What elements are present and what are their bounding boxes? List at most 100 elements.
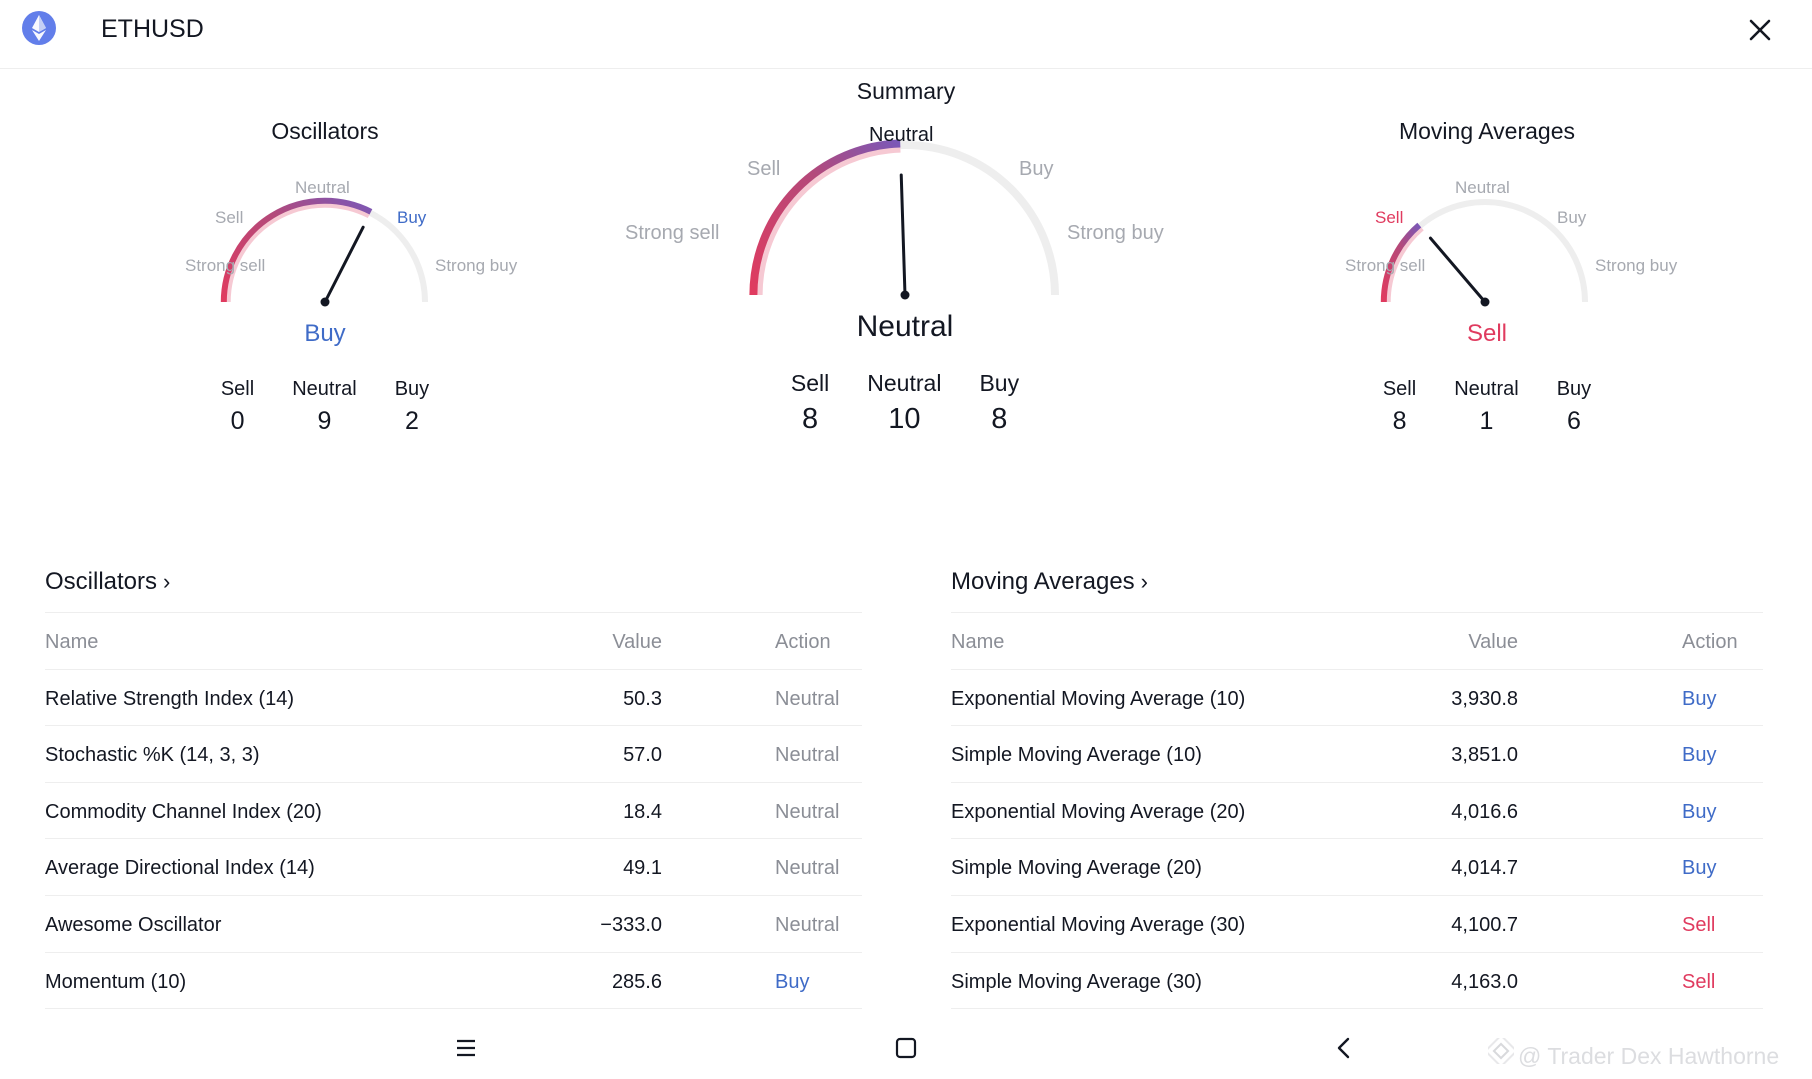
indicator-action: Buy [775,970,810,993]
symbol-title: ETHUSD [101,15,204,43]
indicator-name: Exponential Moving Average (20) [951,800,1246,823]
moving-averages-section-title: Moving Averages [951,568,1135,595]
menu-button[interactable] [448,1030,484,1066]
chevron-right-icon: › [1140,569,1148,594]
chevron-right-icon: › [163,569,171,594]
gauge-count-sell: Sell 8 [1383,378,1416,436]
gauge-count-sell: Sell 0 [221,378,254,436]
gauge-label-strong-buy: Strong buy [1595,256,1678,275]
count-label: Buy [1556,378,1592,400]
gauge-fill-arc [749,139,901,296]
indicator-value: 49.1 [623,857,662,880]
indicator-action: Buy [1682,800,1717,823]
oscillators-gauge-arc [220,197,428,307]
table-row[interactable]: Momentum (10) 285.6 Buy [45,953,862,1010]
gauge-title: Oscillators [271,118,379,144]
gauge-fill-inner [1385,226,1424,303]
column-header: Value [1468,631,1518,653]
gauge-label-strong-sell: Strong sell [1345,256,1426,275]
column-header: Name [951,631,1005,653]
moving-averages-gauge-arc [1380,199,1588,307]
gauge-count-buy: Buy 6 [1557,378,1591,436]
gauge-label-strong-sell: Strong sell [625,222,720,244]
gauge-needle-pivot [320,297,330,307]
indicator-name: Commodity Channel Index (20) [45,800,322,823]
indicator-value: 4,163.0 [1451,970,1518,993]
count-label: Sell [220,378,255,400]
table-row[interactable]: Awesome Oscillator −333.0 Neutral [45,896,862,953]
indicator-value: 4,016.6 [1451,800,1518,823]
count-value: 6 [1566,407,1581,435]
count-label: Sell [1382,378,1417,400]
gauge-counts: Sell 0 Neutral 9 Buy 2 [90,378,560,436]
count-value: 8 [991,403,1008,435]
home-button[interactable] [888,1030,924,1066]
gauge-fill-arc [1380,222,1422,303]
table-row[interactable]: Exponential Moving Average (20) 4,016.6 Bu… [951,783,1763,840]
summary-heading: Summary [856,78,956,104]
gauge-fill-arc [220,197,373,303]
indicator-value: 50.3 [623,687,662,710]
count-label: Neutral [292,378,357,400]
table-row[interactable]: Average Directional Index (14) 49.1 Neutra… [45,839,862,896]
count-label: Buy [394,378,430,400]
gauge-count-neutral: Neutral 1 [1454,378,1518,436]
count-value: 1 [1479,407,1494,435]
gauge-result: Buy [304,320,346,347]
gauge-result: Neutral [856,310,954,343]
indicator-action: Buy [1682,744,1717,767]
count-value: 9 [317,407,332,435]
close-icon [1749,19,1771,41]
back-chevron-icon [1337,1037,1350,1059]
indicator-name: Average Directional Index (14) [45,857,315,880]
gauge-count-neutral: Neutral 10 [867,370,941,436]
gauge-track [1382,199,1588,303]
ethereum-logo-icon [22,11,56,45]
gauge-count-buy: Buy 8 [979,370,1019,436]
indicator-action: Buy [1682,687,1717,710]
indicator-value: 57.0 [623,744,662,767]
table-row[interactable]: Exponential Moving Average (30) 4,100.7 Se… [951,896,1763,953]
moving-averages-section-link[interactable]: Moving Averages › [951,560,1763,612]
gauge-label-sell: Sell [1375,208,1404,227]
column-header: Name [45,631,99,653]
gauge-fill-inner [225,202,371,303]
indicator-name: Simple Moving Average (30) [951,970,1202,993]
close-button[interactable] [1742,12,1778,48]
indicator-name: Awesome Oscillator [45,913,222,936]
moving-averages-gauge: Moving Averages Strong sell Sell Neutral Buy… [1252,118,1722,510]
indicator-name: Exponential Moving Average (30) [951,913,1246,936]
count-value: 8 [802,403,819,435]
table-header-row: Name Value Action [45,613,862,670]
gauge-result: Sell [1466,320,1508,347]
count-value: 2 [404,407,419,435]
indicator-name: Stochastic %K (14, 3, 3) [45,744,260,767]
column-header: Action [775,631,831,653]
indicator-name: Momentum (10) [45,970,187,993]
table-row[interactable]: Commodity Channel Index (20) 18.4 Neutral [45,783,862,840]
table-row[interactable]: Simple Moving Average (10) 3,851.0 Buy [951,726,1763,783]
table-row[interactable]: Exponential Moving Average (10) 3,930.8 Bu… [951,670,1763,727]
table-row[interactable]: Relative Strength Index (14) 50.3 Neutral [45,670,862,727]
binance-logo-icon [1484,1034,1518,1070]
indicator-action: Sell [1682,913,1716,936]
back-button[interactable] [1326,1030,1362,1066]
system-navigation-bar [0,1022,1812,1072]
moving-averages-table: Name Value Action Exponential Moving Averag… [951,612,1763,1010]
indicator-name: Simple Moving Average (10) [951,744,1202,767]
gauge-fill-inner [755,145,901,296]
oscillators-section-title: Oscillators [45,568,158,595]
column-header: Value [612,631,662,653]
gauge-label-sell: Sell [215,208,244,227]
count-value: 8 [1392,407,1407,435]
table-row[interactable]: Simple Moving Average (20) 4,014.7 Buy [951,839,1763,896]
indicator-name: Relative Strength Index (14) [45,687,295,710]
table-row[interactable]: Stochastic %K (14, 3, 3) 57.0 Neutral [45,726,862,783]
table-row[interactable]: Simple Moving Average (30) 4,163.0 Sell [951,953,1763,1010]
indicator-value: 4,100.7 [1451,913,1518,936]
menu-icon [457,1039,475,1057]
oscillators-section-link[interactable]: Oscillators › [45,560,862,612]
gauge-label-strong-sell: Strong sell [185,256,266,275]
indicator-value: 4,014.7 [1451,857,1518,880]
count-label: Neutral [867,370,942,396]
